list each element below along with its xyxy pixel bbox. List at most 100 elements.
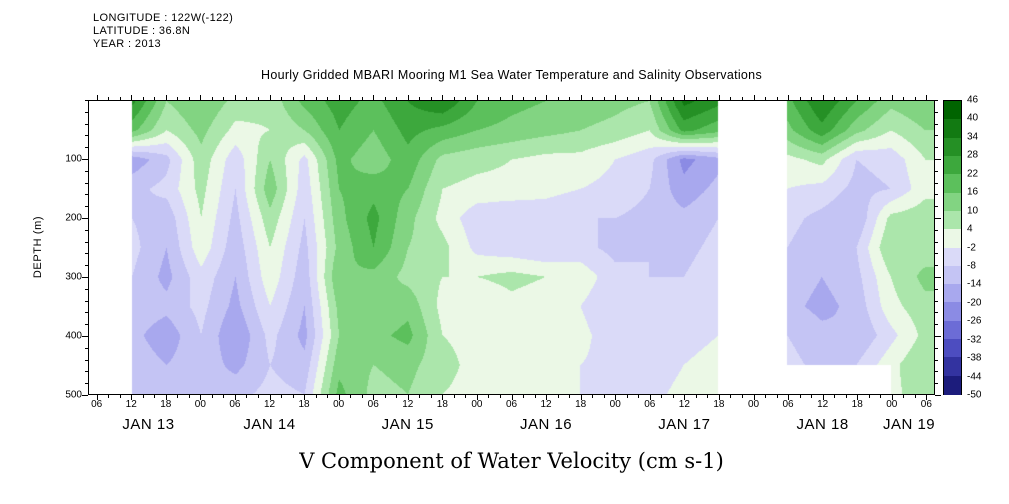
colorbar-segment	[944, 192, 961, 212]
y-axis-tick-right	[935, 277, 941, 278]
x-axis-tick-top	[488, 97, 490, 100]
x-axis-tick	[822, 395, 824, 400]
x-axis-tick-top	[142, 97, 144, 100]
y-axis-tick-right	[935, 135, 938, 137]
y-axis-tick-right	[935, 241, 938, 243]
x-axis-tick	[327, 395, 329, 398]
x-axis-tick-top	[834, 97, 836, 100]
x-axis-tick	[868, 395, 870, 398]
x-axis-tick	[557, 395, 559, 398]
x-axis-tick-top	[626, 97, 628, 100]
colorbar-tick-label: -50	[967, 389, 982, 401]
x-axis-tick	[857, 395, 859, 400]
header-longitude: LONGITUDE : 122W(-122)	[93, 12, 234, 24]
y-axis-tick	[85, 194, 88, 196]
x-axis-tick	[453, 395, 455, 398]
x-day-label: JAN 14	[243, 416, 296, 433]
x-axis-tick	[903, 395, 905, 398]
y-axis-tick-right	[935, 253, 938, 255]
x-axis-tick-top	[845, 97, 847, 100]
x-tick-label: 06	[920, 399, 932, 410]
colorbar-tick-label: 40	[967, 112, 979, 124]
x-day-label: JAN 16	[519, 416, 573, 433]
y-axis-tick-right	[935, 324, 938, 326]
colorbar-segment	[944, 119, 961, 139]
y-axis-tick-right	[935, 123, 938, 125]
y-axis-tick	[82, 336, 88, 337]
y-axis-tick-right	[935, 218, 941, 219]
x-tick-label: 00	[194, 399, 206, 410]
x-axis-tick	[281, 395, 283, 398]
x-axis-tick-top	[407, 95, 409, 100]
x-axis-tick-top	[580, 95, 582, 100]
colorbar-tick-label: 4	[967, 223, 973, 235]
x-axis-tick-top	[373, 95, 375, 100]
colorbar-segment	[944, 357, 961, 377]
x-day-label: JAN 19	[882, 416, 936, 433]
colorbar-tick-label: -2	[967, 242, 976, 253]
x-tick-label: 12	[263, 399, 276, 410]
y-axis-tick-right	[935, 347, 938, 349]
x-axis-tick-top	[234, 95, 236, 100]
x-axis-tick-top	[741, 97, 743, 100]
x-axis-tick	[845, 395, 847, 398]
x-axis-tick-top	[684, 95, 686, 100]
colorbar-segment	[944, 174, 961, 194]
y-axis-tick	[82, 218, 88, 219]
y-tick-label: 100	[65, 153, 82, 165]
y-tick-label: 500	[65, 389, 82, 401]
x-axis-tick	[269, 395, 271, 400]
x-axis-tick	[396, 395, 398, 398]
y-axis-tick	[82, 395, 88, 396]
x-axis-tick-top	[868, 97, 870, 100]
x-axis-tick	[476, 395, 478, 400]
colorbar-tick-label: -20	[967, 297, 982, 309]
x-axis-tick	[373, 395, 375, 400]
x-axis-tick-top	[534, 97, 536, 100]
colorbar-tick-label: -14	[967, 278, 982, 290]
x-axis-tick-top	[131, 95, 133, 100]
x-axis-tick-top	[269, 95, 271, 100]
x-axis-tick	[569, 395, 571, 398]
x-axis-tick	[741, 395, 743, 398]
colorbar-tick-label: 46	[967, 94, 979, 106]
x-tick-label: 06	[782, 399, 794, 410]
y-axis-tick-right	[935, 206, 938, 208]
colorbar-tick-label: -8	[967, 260, 976, 272]
x-tick-label: 18	[160, 399, 172, 410]
colorbar-tick-label: 34	[967, 131, 979, 143]
x-axis-tick	[730, 395, 732, 398]
colorbar-tick-label: -38	[967, 352, 982, 364]
colorbar-tick-label: 22	[967, 168, 979, 180]
x-tick-label: 00	[609, 399, 621, 410]
x-axis-tick-top	[557, 97, 559, 100]
y-axis-tick-right	[935, 300, 938, 302]
x-axis-tick	[776, 395, 778, 398]
x-axis-tick-top	[638, 97, 640, 100]
x-axis-tick	[223, 395, 225, 398]
x-axis-tick-top	[753, 95, 755, 100]
x-tick-label: 06	[91, 399, 103, 410]
x-axis-tick-top	[891, 95, 893, 100]
x-axis-tick	[788, 395, 790, 400]
x-axis-tick-top	[811, 97, 813, 100]
x-axis-tick	[626, 395, 628, 398]
y-axis-tick-right	[935, 147, 938, 149]
x-axis-tick-top	[546, 95, 548, 100]
x-axis-tick-top	[903, 97, 905, 100]
y-axis-tick-right	[935, 383, 938, 385]
colorbar-segment	[944, 101, 961, 120]
x-axis-tick-top	[569, 97, 571, 100]
x-axis-tick	[465, 395, 467, 398]
y-tick-label: 200	[65, 212, 82, 224]
y-axis-tick-right	[935, 182, 938, 184]
plot-area	[88, 100, 935, 395]
x-axis-tick-top	[880, 97, 882, 100]
y-axis-tick	[85, 229, 88, 231]
x-axis-tick-top	[603, 97, 605, 100]
x-axis-tick-top	[292, 97, 294, 100]
y-axis-tick	[85, 241, 88, 243]
x-axis-tick	[131, 395, 133, 400]
colorbar-tick-label: -44	[967, 371, 982, 383]
